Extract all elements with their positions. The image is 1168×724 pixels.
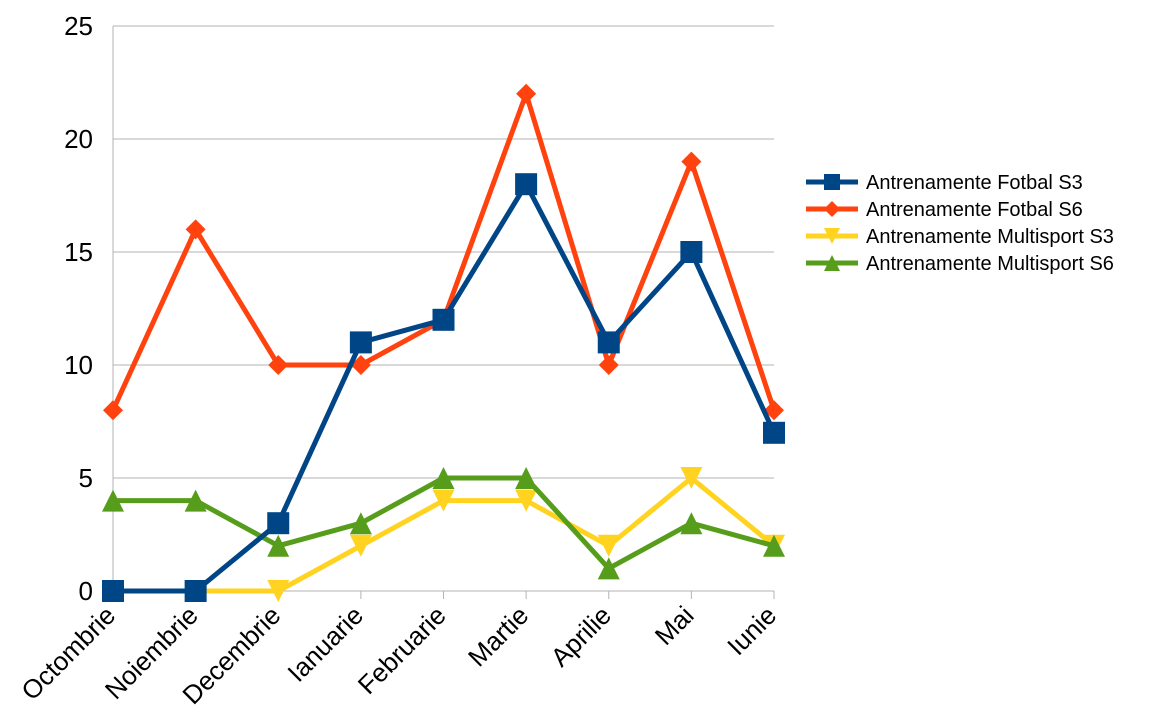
data-point [598,355,619,375]
y-tick-label: 15 [64,237,93,267]
data-point [103,400,123,421]
x-tick-label: Martie [462,600,534,672]
gridlines [113,25,774,479]
y-tick-label: 0 [79,576,93,606]
data-point [515,467,538,489]
series-lines [102,83,785,602]
data-point [349,534,372,557]
data-point [680,241,703,263]
data-point [824,174,840,190]
data-point [102,489,124,512]
data-point [763,534,785,557]
data-point [432,489,455,512]
x-tick-label: Iunie [721,600,782,661]
data-point [764,400,784,421]
data-point [184,580,207,602]
data-point [763,421,785,444]
legend-entry: Antrenamente Fotbal S6 [806,199,1083,221]
x-tick-label: Aprilie [545,600,617,672]
data-point [597,534,620,557]
data-point [515,173,538,196]
x-tick-label: Februarie [352,600,452,700]
x-tick-labels: OctombrieNoiembrieDecembrieIanuarieFebru… [15,600,782,710]
data-point [268,355,289,375]
data-point [597,331,620,354]
data-point [597,557,620,580]
y-tick-label: 10 [64,350,93,380]
data-point [824,201,840,217]
legend-entry: Antrenamente Multisport S6 [806,253,1114,275]
legend-entry: Antrenamente Fotbal S3 [806,172,1083,194]
y-tick-label: 5 [79,463,93,493]
legend-entry: Antrenamente Multisport S3 [806,226,1114,248]
legend-label: Antrenamente Multisport S3 [866,226,1114,248]
data-point [267,580,290,602]
legend: Antrenamente Fotbal S3 Antrenamente Fotba… [806,172,1114,275]
series-antrenamente-multisport-s6 [102,467,785,580]
data-point [681,151,702,172]
data-point [350,355,371,375]
legend-label: Antrenamente Multisport S6 [866,253,1114,275]
x-tick-label: Mai [649,600,700,651]
data-point [516,83,537,104]
data-point [680,512,703,535]
data-point [184,489,207,512]
data-point [349,512,372,535]
legend-label: Antrenamente Fotbal S3 [866,172,1083,194]
data-point [349,331,372,354]
data-point [102,580,124,602]
data-point [680,467,703,489]
data-point [267,534,290,557]
data-point [515,489,538,512]
data-point [824,255,840,271]
data-point [185,219,206,240]
data-point [432,308,455,331]
data-point [267,512,290,535]
y-tick-label: 20 [64,124,93,154]
data-point [824,228,840,244]
series-antrenamente-fotbal-s3 [102,173,785,602]
legend-label: Antrenamente Fotbal S6 [866,199,1083,221]
y-tick-labels: 0 5 10 15 20 25 [64,11,93,606]
y-tick-label: 25 [64,11,93,41]
data-point [432,467,455,489]
